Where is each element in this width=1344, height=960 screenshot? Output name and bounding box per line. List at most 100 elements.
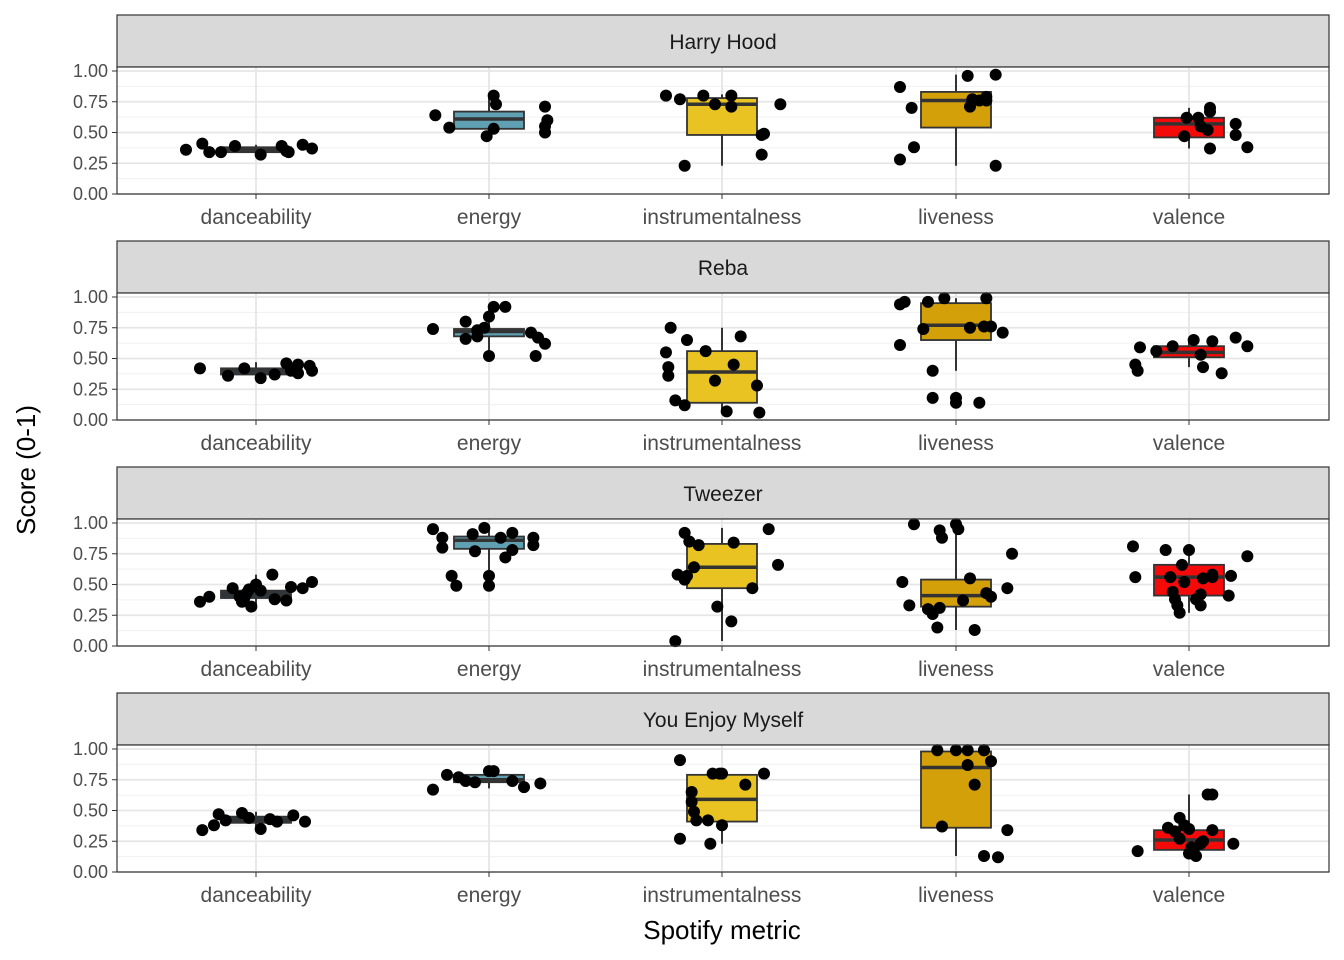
data-point [935, 820, 948, 833]
data-point [978, 744, 991, 757]
data-point [931, 621, 944, 634]
y-tick-label: 0.50 [73, 801, 108, 821]
facet-strip-label: Tweezer [683, 483, 762, 506]
data-point [673, 754, 686, 767]
data-point [478, 521, 491, 534]
data-point [673, 832, 686, 845]
data-point [203, 590, 216, 603]
y-tick-label: 1.00 [73, 513, 108, 533]
data-point [893, 153, 906, 166]
box-liveness [920, 302, 992, 341]
data-point [755, 148, 768, 161]
data-point [720, 405, 733, 418]
data-point [1204, 101, 1217, 114]
data-point [985, 755, 998, 768]
data-point [680, 569, 693, 582]
data-point [483, 579, 495, 592]
y-tick-label: 0.00 [73, 184, 108, 204]
data-point [905, 101, 918, 114]
data-point [1006, 547, 1019, 560]
data-point [468, 776, 481, 789]
data-point [957, 594, 970, 607]
data-point [961, 69, 974, 82]
data-point [1001, 582, 1014, 595]
data-point [716, 819, 728, 832]
y-tick-label: 0.75 [73, 544, 108, 564]
data-point [1129, 571, 1142, 584]
data-point [506, 526, 519, 539]
x-tick-label-liveness: liveness [918, 658, 994, 681]
data-point [468, 545, 481, 558]
data-point [1229, 128, 1242, 141]
y-tick-label: 0.00 [73, 862, 108, 882]
data-point [978, 850, 991, 863]
data-point [1241, 340, 1254, 353]
data-point [1178, 576, 1191, 589]
data-point [893, 338, 906, 351]
data-point [1206, 571, 1219, 584]
data-point [487, 122, 500, 135]
data-point [287, 809, 300, 822]
x-tick-label-energy: energy [457, 432, 522, 455]
data-point [708, 98, 721, 111]
data-point [727, 358, 740, 371]
x-tick-label-valence: valence [1153, 658, 1225, 681]
data-point [985, 320, 998, 333]
data-point [734, 330, 747, 343]
data-point [436, 541, 449, 554]
data-point [292, 358, 305, 371]
data-point [659, 89, 672, 102]
data-point [1225, 569, 1238, 582]
data-point [506, 774, 519, 787]
data-point [268, 368, 281, 381]
y-tick-label: 0.75 [73, 318, 108, 338]
data-point [1229, 117, 1242, 130]
data-point [221, 369, 234, 382]
data-point [306, 142, 319, 155]
data-point [964, 321, 977, 334]
data-point [697, 89, 710, 102]
data-point [685, 795, 698, 808]
data-point [751, 379, 764, 392]
data-point [478, 321, 491, 334]
data-point [1178, 130, 1191, 143]
data-point [659, 346, 672, 359]
data-point [459, 315, 472, 328]
data-point [1197, 835, 1210, 848]
data-point [296, 582, 309, 595]
data-point [704, 837, 717, 850]
data-point [896, 576, 909, 589]
data-point [961, 744, 974, 757]
data-point [214, 146, 227, 159]
data-point [1206, 788, 1219, 801]
data-point [980, 90, 993, 103]
data-point [1241, 550, 1254, 563]
facet-harry-hood: Harry Hood 0.00 0.25 0.50 0.75 1.00 danceabili… [73, 14, 1330, 229]
data-point [436, 531, 449, 544]
data-point [450, 579, 463, 592]
data-point [518, 781, 531, 794]
facet-strip-label: You Enjoy Myself [643, 709, 803, 732]
data-point [266, 568, 279, 581]
data-point [699, 345, 712, 358]
panel-border [116, 292, 1330, 421]
y-tick-label: 0.75 [73, 92, 108, 112]
data-point [685, 786, 698, 799]
data-point [1204, 142, 1217, 155]
data-point [1180, 111, 1193, 124]
x-tick-label-valence: valence [1153, 206, 1225, 229]
data-point [429, 109, 442, 122]
data-point [296, 138, 309, 151]
data-point [506, 544, 519, 557]
data-point [193, 595, 206, 608]
data-point [968, 778, 981, 791]
data-point [673, 93, 686, 106]
data-point [1197, 361, 1210, 374]
data-point [494, 531, 507, 544]
data-point [662, 369, 675, 382]
data-point [708, 374, 721, 387]
data-point [483, 310, 495, 323]
y-axis-title: Score (0-1) [11, 405, 41, 535]
x-tick-label-danceability: danceability [201, 884, 312, 907]
